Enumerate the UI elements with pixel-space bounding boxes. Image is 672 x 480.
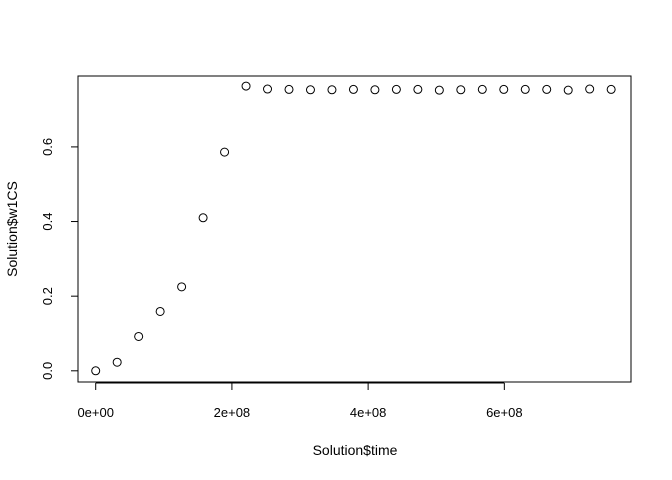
data-point	[263, 84, 273, 94]
data-point	[370, 85, 380, 95]
data-point	[348, 84, 358, 94]
data-point	[456, 85, 466, 95]
data-point	[327, 85, 337, 95]
y-axis-label: Solution$w1CS	[4, 181, 20, 277]
plot-frame	[77, 75, 632, 383]
x-axis: 0e+00 2e+08 4e+08 6e+08	[77, 382, 523, 420]
data-point	[606, 84, 616, 94]
data-point	[499, 84, 509, 94]
x-tick-label: 6e+08	[486, 405, 523, 420]
x-tick-label: 2e+08	[214, 405, 251, 420]
x-axis-label: Solution$time	[313, 442, 398, 458]
data-point	[134, 331, 144, 341]
data-point	[585, 84, 595, 94]
data-points	[91, 81, 616, 376]
y-axis: 0.0 0.2 0.4 0.6	[40, 138, 79, 380]
data-point	[520, 84, 530, 94]
data-point	[155, 306, 165, 316]
data-point	[391, 84, 401, 94]
x-tick-label: 0e+00	[77, 405, 114, 420]
data-point	[413, 84, 423, 94]
y-tick-label: 0.2	[40, 287, 55, 305]
data-point	[477, 84, 487, 94]
data-point	[563, 85, 573, 95]
y-tick-label: 0.0	[40, 362, 55, 380]
data-point	[198, 213, 208, 223]
data-point	[284, 84, 294, 94]
data-point	[91, 366, 101, 376]
data-point	[241, 81, 251, 91]
y-tick-label: 0.6	[40, 138, 55, 156]
data-point	[305, 85, 315, 95]
data-point	[112, 357, 122, 367]
data-point	[177, 282, 187, 292]
data-point	[542, 84, 552, 94]
data-point	[434, 85, 444, 95]
y-tick-label: 0.4	[40, 212, 55, 230]
data-point	[220, 147, 230, 157]
x-tick-label: 4e+08	[350, 405, 387, 420]
